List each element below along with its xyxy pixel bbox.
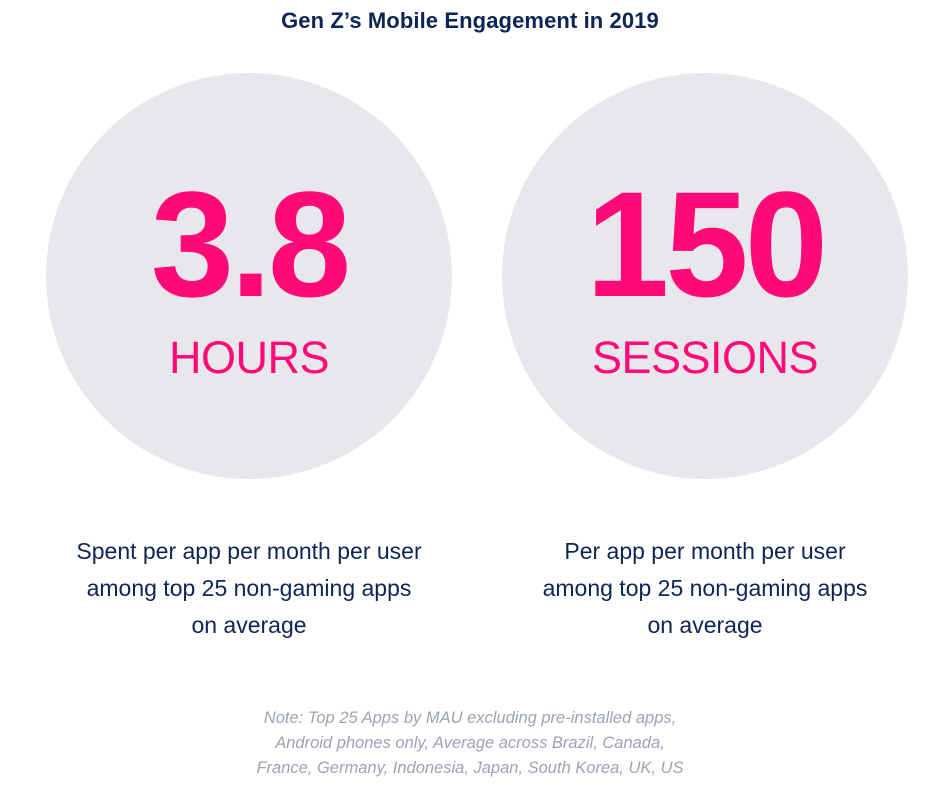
- footnote-line: France, Germany, Indonesia, Japan, South…: [256, 759, 684, 777]
- sessions-caption-line: among top 25 non-gaming apps: [542, 575, 868, 601]
- hours-caption-line: on average: [191, 612, 307, 638]
- sessions-caption: Per app per month per user among top 25 …: [490, 533, 920, 644]
- sessions-stat-value: 150: [585, 160, 828, 328]
- footnote-line: Note: Top 25 Apps by MAU excluding pre-i…: [263, 709, 677, 727]
- hours-stat-value: 3.8: [150, 160, 352, 328]
- hours-caption: Spent per app per month per user among t…: [34, 533, 464, 644]
- page-title: Gen Z’s Mobile Engagement in 2019: [281, 8, 659, 33]
- sessions-caption-line: Per app per month per user: [564, 538, 846, 564]
- sessions-caption-line: on average: [647, 612, 763, 638]
- sessions-stat-circle: 150 SESSIONS: [502, 73, 908, 479]
- hours-stat-unit: HOURS: [168, 332, 330, 383]
- footnote: Note: Top 25 Apps by MAU excluding pre-i…: [150, 706, 790, 781]
- footnote-line: Android phones only, Average across Braz…: [275, 734, 665, 752]
- sessions-stat-unit: SESSIONS: [591, 332, 819, 383]
- hours-caption-line: among top 25 non-gaming apps: [86, 575, 412, 601]
- hours-caption-line: Spent per app per month per user: [76, 538, 422, 564]
- hours-stat-circle: 3.8 HOURS: [46, 73, 452, 479]
